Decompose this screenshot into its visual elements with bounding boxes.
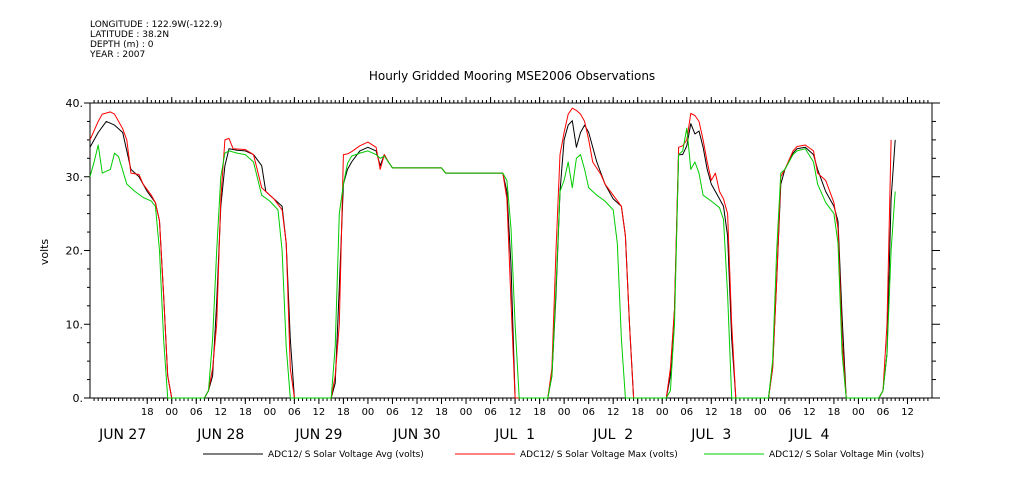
x-day-label: JUL 3	[690, 427, 731, 443]
legend: ADC12/ S Solar Voltage Avg (volts) ADC12/…	[203, 450, 924, 460]
series-line-2	[89, 107, 892, 399]
x-tick-label: 12	[214, 407, 227, 418]
x-tick-label: 06	[386, 407, 399, 418]
x-tick-label: 18	[729, 407, 742, 418]
depth-label: DEPTH (m) : 0	[90, 40, 154, 50]
x-tick-label: 12	[803, 407, 816, 418]
x-tick-label: 18	[631, 407, 644, 418]
y-tick-label: 0.	[73, 392, 84, 405]
x-day-label: JUL 1	[494, 427, 535, 443]
x-day-label: JUL 2	[592, 427, 633, 443]
y-tick-label: 10.	[66, 318, 84, 331]
x-day-label: JUN 28	[196, 427, 244, 443]
x-tick-label: 00	[263, 407, 276, 418]
longitude-label: LONGITUDE : 122.9W(-122.9)	[90, 20, 223, 30]
x-tick-label: 06	[778, 407, 791, 418]
x-tick-label: 06	[680, 407, 693, 418]
x-day-label: JUN 30	[392, 427, 440, 443]
x-day-label: JUL 4	[788, 427, 829, 443]
x-tick-label: 06	[288, 407, 301, 418]
x-tick-label: 12	[901, 407, 914, 418]
x-tick-label: 18	[239, 407, 252, 418]
axes: 18 00 06 12 18 00 06 12 18 00 06 12 18 00 06 12 18 00 06 12…	[66, 97, 940, 443]
x-tick-label: 12	[607, 407, 620, 418]
x-tick-label: 00	[656, 407, 669, 418]
y-tick-label: 30.	[66, 171, 84, 184]
series-lines	[89, 107, 896, 399]
x-tick-label: 00	[558, 407, 571, 418]
y-tick-label: 40.	[66, 97, 84, 110]
year-label: YEAR : 2007	[90, 50, 146, 60]
latitude-label: LATITUDE : 38.2N	[90, 30, 170, 40]
x-tick-label: 00	[362, 407, 375, 418]
x-tick-label: 18	[337, 407, 350, 418]
x-tick-label: 00	[460, 407, 473, 418]
x-tick-label: 12	[411, 407, 424, 418]
legend-label-1: ADC12/ S Solar Voltage Avg (volts)	[268, 450, 424, 460]
x-tick-label: 12	[705, 407, 718, 418]
chart-title: Hourly Gridded Mooring MSE2006 Observati…	[369, 69, 655, 83]
x-tick-label: 06	[484, 407, 497, 418]
x-tick-label: 18	[533, 407, 546, 418]
x-tick-label: 00	[165, 407, 178, 418]
x-tick-label: 12	[313, 407, 326, 418]
x-tick-label: 18	[828, 407, 841, 418]
x-tick-label: 06	[877, 407, 890, 418]
y-tick-label: 20.	[66, 245, 84, 258]
series-line-3	[89, 127, 896, 399]
x-day-label: JUN 27	[98, 427, 146, 443]
x-tick-label: 06	[582, 407, 595, 418]
x-tick-label: 00	[754, 407, 767, 418]
legend-label-3: ADC12/ S Solar Voltage Min (volts)	[769, 450, 924, 460]
metadata-block: LONGITUDE : 122.9W(-122.9) LATITUDE : 38…	[90, 20, 222, 60]
x-tick-label: 18	[141, 407, 154, 418]
x-tick-label: 00	[852, 407, 865, 418]
legend-label-2: ADC12/ S Solar Voltage Max (volts)	[520, 450, 678, 460]
x-tick-label: 06	[190, 407, 203, 418]
x-tick-label: 18	[435, 407, 448, 418]
x-day-label: JUN 29	[294, 427, 342, 443]
x-tick-label: 12	[509, 407, 522, 418]
y-axis-label: volts	[38, 239, 51, 266]
